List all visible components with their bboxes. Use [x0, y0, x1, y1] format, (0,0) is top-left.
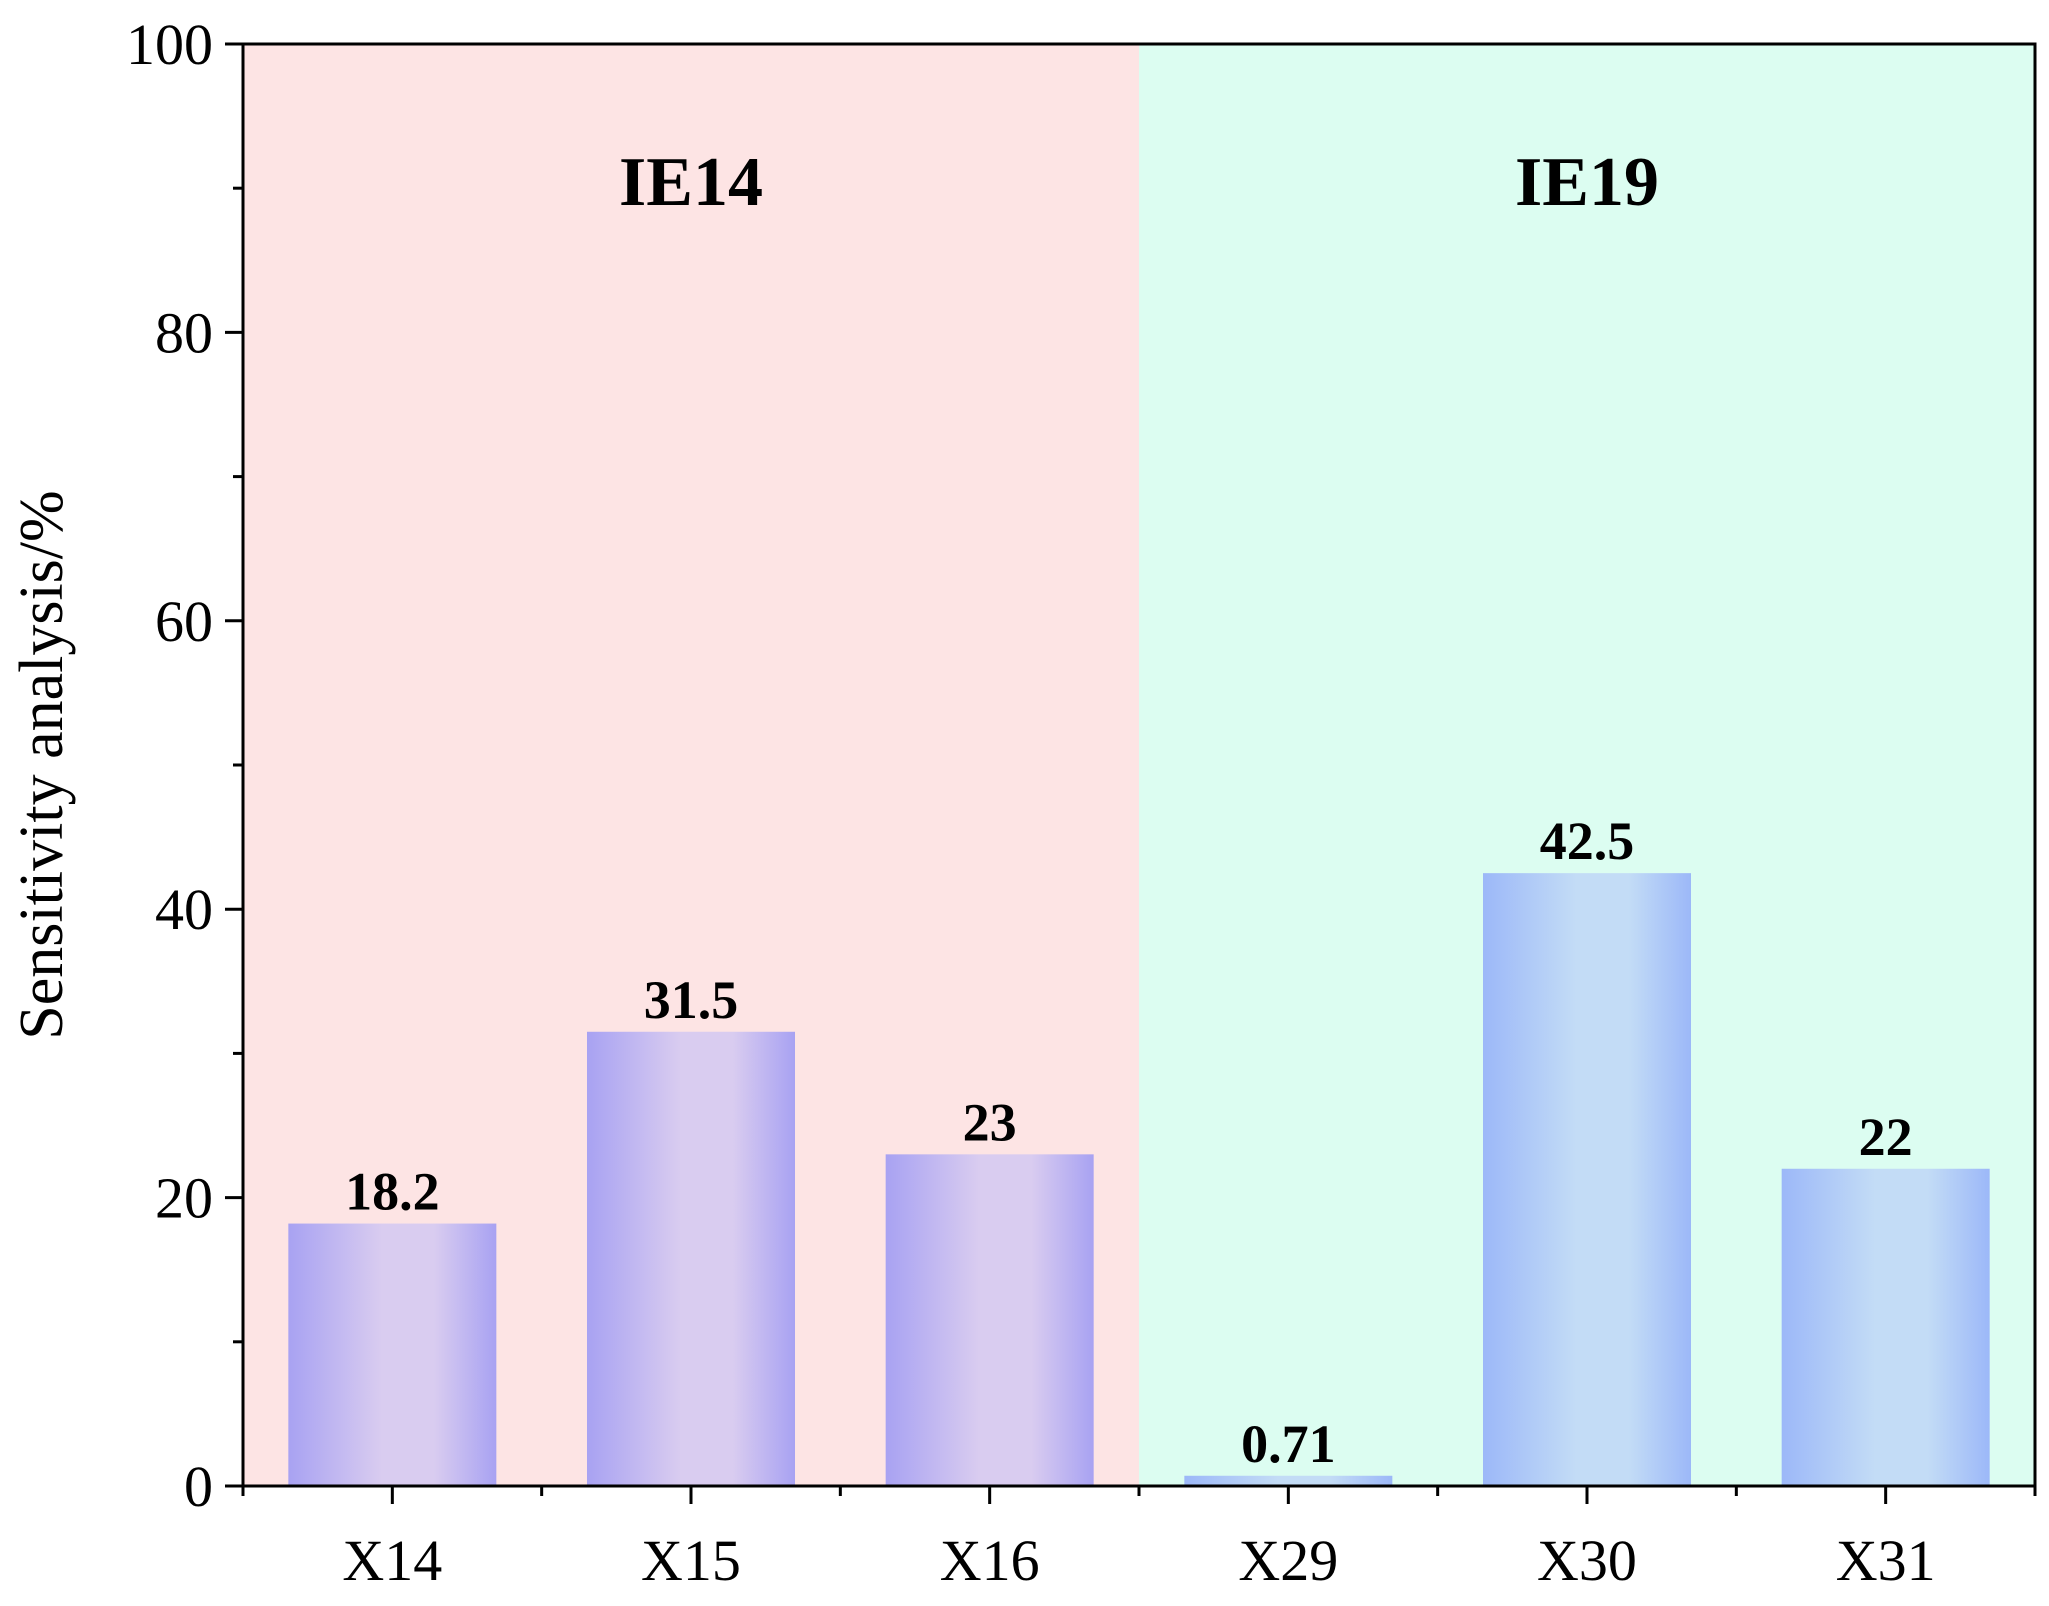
data-label-x15: 31.5: [644, 970, 739, 1030]
data-label-x29: 0.71: [1241, 1414, 1336, 1474]
data-label-x16: 23: [963, 1092, 1017, 1152]
bar-x30: [1483, 873, 1691, 1486]
x-tick-label-x15: X15: [641, 1528, 741, 1593]
bar-x31: [1781, 1168, 1990, 1486]
labels: IE14 IE19 18.2 31.5 23 0.71 42.5 22 0 20 40 60 80 100…: [126, 12, 1936, 1593]
bar-x15: [587, 1031, 795, 1486]
x-tick-label-x30: X30: [1537, 1528, 1637, 1593]
y-tick-label: 20: [155, 1166, 213, 1231]
group-label-ie19: IE19: [1515, 144, 1659, 221]
group-backgrounds: [243, 44, 2035, 1486]
y-tick-label: 80: [155, 300, 213, 365]
y-tick-label: 100: [126, 12, 213, 77]
data-label-x30: 42.5: [1540, 811, 1635, 871]
group-label-ie14: IE14: [619, 144, 763, 221]
bars: [288, 873, 1990, 1486]
axes: [225, 42, 2037, 1504]
data-label-x31: 22: [1859, 1107, 1913, 1167]
y-axis-title: Sensitivity analysis/%: [8, 490, 76, 1039]
data-label-x14: 18.2: [345, 1162, 440, 1222]
x-tick-label-x14: X14: [342, 1528, 442, 1593]
bar-x29: [1184, 1475, 1393, 1486]
bar-x14: [288, 1223, 497, 1486]
y-tick-label: 0: [184, 1454, 213, 1519]
x-tick-label-x16: X16: [940, 1528, 1040, 1593]
y-tick-label: 60: [155, 589, 213, 654]
x-tick-label-x29: X29: [1238, 1528, 1338, 1593]
x-tick-label-x31: X31: [1836, 1528, 1936, 1593]
bar-x16: [885, 1154, 1094, 1486]
y-tick-label: 40: [155, 877, 213, 942]
